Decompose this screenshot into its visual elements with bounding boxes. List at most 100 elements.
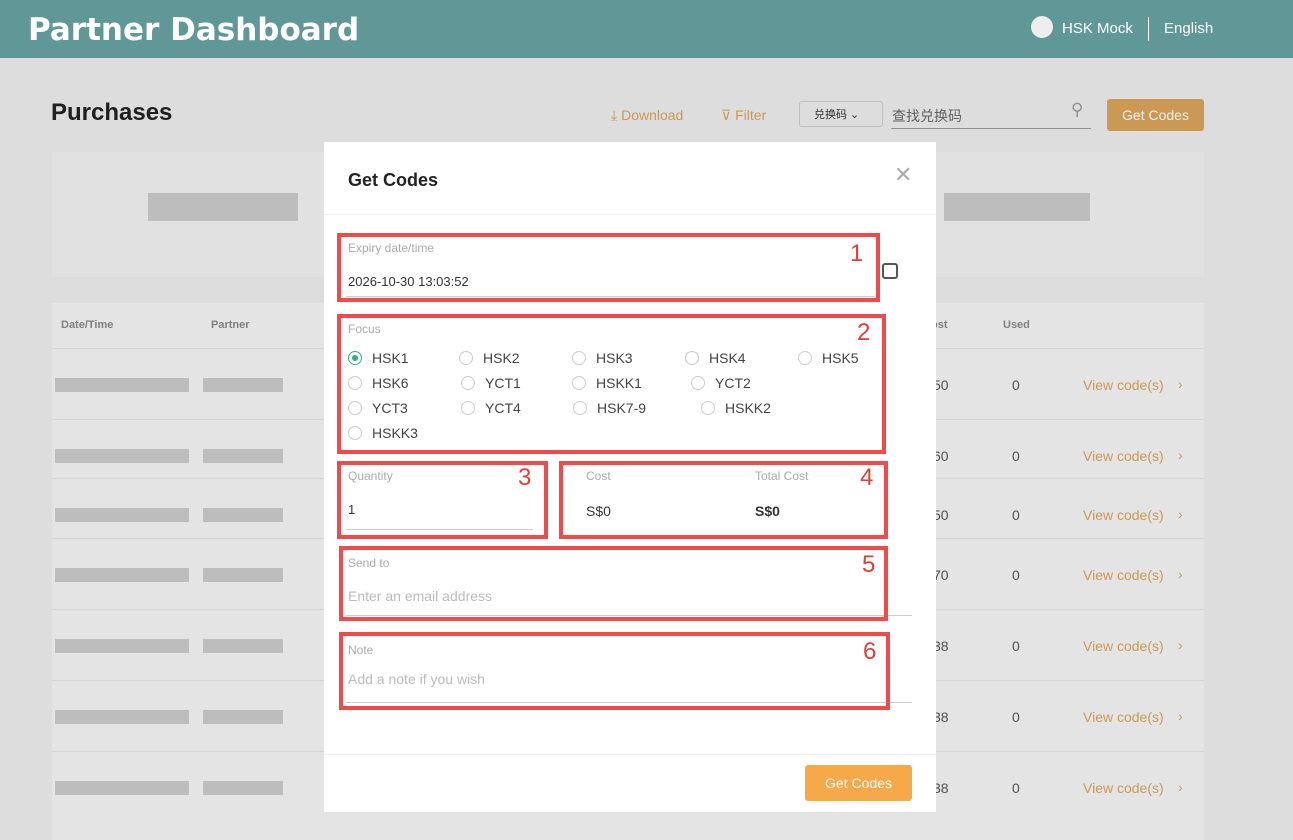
radio-label[interactable]: HSK4	[709, 350, 746, 366]
column-header: Used	[1003, 319, 1030, 331]
search-input[interactable]: 查找兑换码	[892, 108, 962, 124]
download[interactable]: ⤓ Download	[611, 107, 684, 123]
cost: 70	[933, 567, 949, 583]
cost: 38	[933, 638, 949, 654]
chevron[interactable]: ›	[1178, 779, 1183, 795]
note-input[interactable]: Add a note if you wish	[348, 671, 485, 687]
radio[interactable]	[798, 351, 812, 365]
radio-label[interactable]: YCT3	[372, 400, 408, 416]
radio[interactable]	[461, 401, 475, 415]
avatar[interactable]	[1031, 16, 1053, 38]
chevron[interactable]: ›	[1178, 506, 1183, 522]
get-codes-button[interactable]: Get Codes	[1107, 99, 1204, 131]
radio[interactable]	[348, 426, 362, 440]
underline	[346, 615, 912, 616]
radio[interactable]	[691, 376, 705, 390]
blurred-text	[203, 781, 283, 795]
used: 0	[1012, 377, 1020, 393]
field-label: Quantity	[348, 469, 393, 483]
annotation-box	[337, 461, 548, 539]
annotation-box	[339, 546, 888, 621]
blurred-text	[55, 639, 189, 653]
radio[interactable]	[572, 351, 586, 365]
field-label: Expiry date/time	[348, 241, 435, 255]
chevron[interactable]: ›	[1178, 447, 1183, 463]
radio[interactable]	[685, 351, 699, 365]
view-codes[interactable]: View code(s)	[1083, 567, 1164, 583]
separator	[324, 754, 936, 755]
cost: 38	[933, 780, 949, 796]
total-cost-value: S$0	[755, 503, 780, 519]
search-icon[interactable]: ⚲	[1071, 100, 1084, 119]
view-codes[interactable]: View code(s)	[1083, 780, 1164, 796]
user-name[interactable]: HSK Mock	[1062, 20, 1133, 37]
radio-label[interactable]: HSK3	[596, 350, 633, 366]
radio[interactable]	[459, 351, 473, 365]
underline	[346, 296, 874, 297]
cost: 60	[933, 448, 949, 464]
chevron[interactable]: ›	[1178, 566, 1183, 582]
chevron[interactable]: ›	[1178, 376, 1183, 392]
underline	[346, 702, 912, 703]
radio-label[interactable]: YCT4	[485, 400, 521, 416]
chevron[interactable]: ›	[1178, 708, 1183, 724]
radio-label[interactable]: HSK5	[822, 350, 859, 366]
column-header: Partner	[211, 319, 250, 331]
radio-label[interactable]: YCT2	[715, 375, 751, 391]
blurred-text	[203, 639, 283, 653]
download-label[interactable]: Download	[621, 107, 684, 123]
field-label: Focus	[348, 322, 381, 336]
quantity-value[interactable]: 1	[348, 502, 356, 517]
submit-button[interactable]: Get Codes	[805, 765, 912, 801]
blurred-text	[203, 568, 283, 582]
annotation-number: 4	[860, 464, 874, 491]
filter-label[interactable]: Filter	[735, 107, 767, 123]
view-codes[interactable]: View code(s)	[1083, 507, 1164, 523]
calendar-icon[interactable]	[882, 263, 898, 279]
annotation-box	[337, 314, 886, 454]
search-type[interactable]: 兑换码 ⌄	[799, 101, 883, 127]
used: 0	[1012, 507, 1020, 523]
view-codes[interactable]: View code(s)	[1083, 377, 1164, 393]
blurred-text	[55, 378, 189, 392]
radio[interactable]	[461, 376, 475, 390]
radio-label[interactable]: HSK7-9	[597, 400, 647, 416]
close[interactable]: ✕	[894, 162, 913, 187]
radio[interactable]	[348, 376, 362, 390]
radio[interactable]	[573, 401, 587, 415]
view-codes[interactable]: View code(s)	[1083, 448, 1164, 464]
cost-value: S$0	[586, 503, 611, 519]
radio[interactable]	[348, 401, 362, 415]
blurred-text	[148, 193, 298, 221]
view-codes[interactable]: View code(s)	[1083, 638, 1164, 654]
field-label: Cost	[586, 469, 611, 483]
radio[interactable]	[701, 401, 715, 415]
radio-label[interactable]: HSK1	[372, 350, 409, 366]
view-codes[interactable]: View code(s)	[1083, 709, 1164, 725]
radio-label[interactable]: HSKK3	[372, 425, 418, 441]
radio-label[interactable]: HSK6	[372, 375, 409, 391]
radio-label[interactable]: YCT1	[485, 375, 521, 391]
language[interactable]: English	[1164, 20, 1214, 37]
radio[interactable]	[572, 376, 586, 390]
search-underline	[891, 128, 1091, 129]
cost: 50	[933, 507, 949, 523]
radio-label[interactable]: HSKK2	[725, 400, 771, 416]
radio-label[interactable]: HSK2	[483, 350, 520, 366]
field-label: Send to	[348, 556, 390, 570]
email-input[interactable]: Enter an email address	[348, 588, 492, 604]
blurred-text	[55, 781, 189, 795]
used: 0	[1012, 638, 1020, 654]
filter[interactable]: ⊽ Filter	[721, 107, 767, 123]
radio-label[interactable]: HSKK1	[596, 375, 642, 391]
search-type-label[interactable]: 兑换码	[814, 109, 847, 121]
expiry-value[interactable]: 2026-10-30 13:03:52	[348, 274, 469, 289]
blurred-text	[203, 449, 283, 463]
modal: Get Codes ✕ Get Codes	[324, 142, 936, 812]
used: 0	[1012, 780, 1020, 796]
chevron[interactable]: ›	[1178, 637, 1183, 653]
used: 0	[1012, 448, 1020, 464]
used: 0	[1012, 709, 1020, 725]
column-header: Date/Time	[61, 319, 114, 331]
radio[interactable]	[348, 351, 362, 365]
